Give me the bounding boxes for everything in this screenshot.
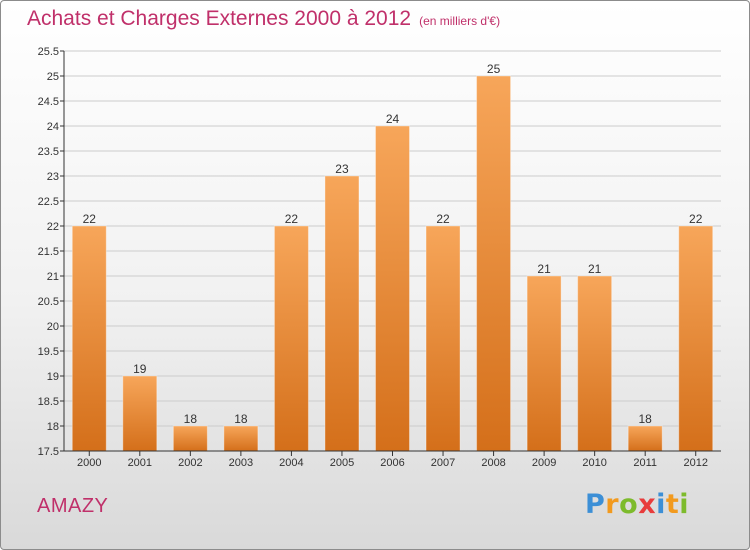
data-label: 21 xyxy=(588,262,602,276)
axes: 17.5 18 18.5 19 19.5 20 20.5 21 21.5 22 22.5 23 23.5… xyxy=(38,46,721,469)
bar xyxy=(71,225,107,452)
data-label: 24 xyxy=(386,112,400,126)
bar xyxy=(526,275,562,452)
y-tick-label: 20.5 xyxy=(38,296,59,308)
chart-title: Achats et Charges Externes 2000 à 2012 xyxy=(27,7,412,30)
x-tick-label: 2005 xyxy=(330,457,354,469)
x-tick-label: 2009 xyxy=(532,457,556,469)
y-tick-label: 23.5 xyxy=(38,146,59,158)
logo-letter: x xyxy=(638,489,657,520)
data-label: 22 xyxy=(83,212,97,226)
data-label: 22 xyxy=(689,212,703,226)
data-label: 18 xyxy=(234,412,248,426)
y-tick-label: 21.5 xyxy=(38,246,59,258)
logo-letter: i xyxy=(679,489,690,520)
data-label: 23 xyxy=(335,162,349,176)
logo-letter: t xyxy=(665,489,680,520)
x-tick-label: 2002 xyxy=(178,457,202,469)
bar xyxy=(678,225,714,452)
y-tick-label: 25 xyxy=(47,71,59,83)
bars xyxy=(71,75,714,452)
data-label: 22 xyxy=(436,212,450,226)
data-labels: 22 19 18 18 22 23 24 22 25 21 21 18 22 xyxy=(83,62,703,426)
data-label: 25 xyxy=(487,62,501,76)
x-tick-label: 2010 xyxy=(582,457,606,469)
bar xyxy=(375,125,410,452)
y-tick-label: 20 xyxy=(47,321,59,333)
y-tick-label: 24 xyxy=(47,121,59,133)
bar xyxy=(172,425,208,452)
chart-title-block: Achats et Charges Externes 2000 à 2012 (e… xyxy=(27,7,500,31)
proxiti-logo: Proxiti xyxy=(585,489,689,520)
y-tick-label: 17.5 xyxy=(38,446,59,458)
data-label: 19 xyxy=(133,362,147,376)
data-label: 18 xyxy=(639,412,653,426)
bar xyxy=(273,225,309,452)
logo-letter: o xyxy=(619,489,639,520)
bar xyxy=(223,425,259,452)
x-tick-label: 2004 xyxy=(279,457,303,469)
bar xyxy=(476,75,512,452)
x-tick-label: 2011 xyxy=(633,457,657,469)
logo-letter: i xyxy=(656,489,666,520)
x-tick-label: 2008 xyxy=(481,457,505,469)
y-tick-label: 22 xyxy=(47,221,59,233)
x-tick-label: 2001 xyxy=(128,457,152,469)
x-tick-label: 2006 xyxy=(380,457,404,469)
x-tick-label: 2003 xyxy=(229,457,253,469)
y-tick-label: 18 xyxy=(47,421,59,433)
bar xyxy=(577,275,613,452)
chart-unit: (en milliers d'€) xyxy=(419,14,501,28)
y-tick-label: 25.5 xyxy=(38,46,59,58)
bar xyxy=(627,425,663,452)
commune-name: AMAZY xyxy=(37,495,109,517)
x-tick-label: 2000 xyxy=(77,457,101,469)
bar xyxy=(425,225,461,452)
y-tick-label: 18.5 xyxy=(38,396,59,408)
data-label: 18 xyxy=(184,412,198,426)
y-tick-label: 19 xyxy=(47,371,59,383)
y-tick-label: 21 xyxy=(47,271,59,283)
y-tick-label: 22.5 xyxy=(38,196,59,208)
bar xyxy=(122,375,158,452)
y-tick-label: 24.5 xyxy=(38,96,59,108)
y-tick-label: 23 xyxy=(47,171,59,183)
logo-letter: P xyxy=(585,489,606,520)
logo-letter: r xyxy=(605,489,620,520)
bar xyxy=(324,175,360,452)
data-label: 22 xyxy=(285,212,299,226)
y-tick-label: 19.5 xyxy=(38,346,59,358)
x-tick-label: 2012 xyxy=(683,457,707,469)
data-label: 21 xyxy=(537,262,551,276)
x-tick-label: 2007 xyxy=(431,457,455,469)
